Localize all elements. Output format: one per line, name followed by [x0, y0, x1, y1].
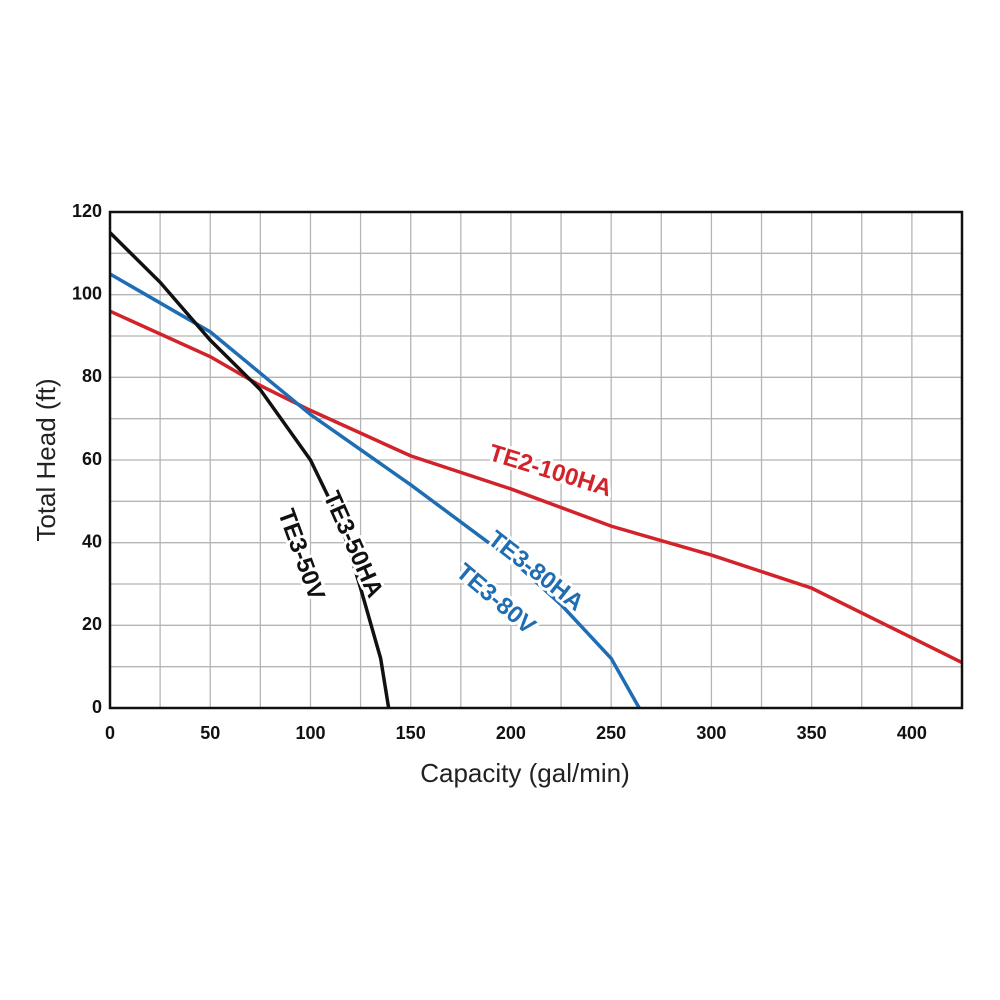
x-tick-label: 300	[696, 723, 726, 743]
curve	[109, 309, 963, 665]
x-tick-label: 400	[897, 723, 927, 743]
x-tick-label: 350	[797, 723, 827, 743]
x-tick-label: 250	[596, 723, 626, 743]
x-tick-label: 0	[105, 723, 115, 743]
curve	[109, 272, 641, 709]
y-tick-label: 100	[72, 283, 102, 303]
x-tick-label: 200	[496, 723, 526, 743]
y-tick-label: 80	[82, 366, 102, 386]
curve	[108, 231, 391, 709]
x-tick-label: 50	[200, 723, 220, 743]
y-tick-label: 20	[82, 614, 102, 634]
y-tick-label: 0	[92, 697, 102, 717]
curve-label: TE2-100HA	[486, 439, 615, 502]
curve-label: TE3-50V	[272, 505, 330, 603]
y-tick-label: 120	[72, 201, 102, 221]
y-tick-label: 40	[82, 531, 102, 551]
y-axis-title: Total Head (ft)	[31, 378, 61, 541]
x-tick-label: 100	[295, 723, 325, 743]
x-tick-label: 150	[396, 723, 426, 743]
plot-frame	[108, 210, 964, 710]
y-tick-label: 60	[82, 449, 102, 469]
x-axis-title: Capacity (gal/min)	[420, 758, 630, 788]
